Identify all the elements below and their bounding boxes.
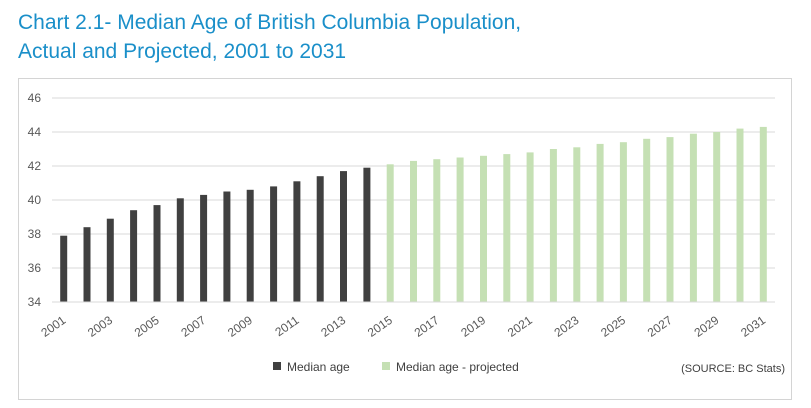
bar-median-age	[340, 171, 347, 302]
bar-median-age-projected	[643, 138, 651, 302]
bar-median-age-projected	[573, 147, 581, 302]
x-tick-label: 2011	[272, 313, 301, 339]
bar-median-age	[153, 205, 161, 302]
bar-median-age-projected	[596, 143, 604, 302]
bar-median-age-projected	[480, 155, 487, 302]
legend-swatch-median-age	[273, 362, 281, 370]
bar-median-age-projected	[619, 142, 627, 302]
legend-label-median-age: Median age	[287, 360, 350, 374]
bar-median-age	[200, 194, 208, 302]
x-tick-label: 2017	[412, 313, 442, 340]
bar-median-age-projected	[503, 154, 511, 302]
bar-median-age-projected	[410, 160, 417, 302]
legend-label-median-age-projected: Median age - projected	[396, 360, 519, 374]
x-tick-label: 2015	[365, 313, 395, 340]
y-tick-label: 40	[28, 193, 42, 207]
bar-median-age-projected	[689, 133, 697, 302]
x-tick-label: 2021	[505, 313, 535, 340]
y-axis-ticks: 34 36 38 40 42 44 46	[28, 91, 42, 309]
bar-median-age	[106, 218, 114, 302]
x-axis-ticks: 2001 2003 2005 2007 2009 2011 2013 2015 2017 2019…	[38, 313, 768, 340]
bar-median-age-projected	[456, 157, 464, 302]
x-tick-label: 2005	[132, 313, 162, 340]
x-tick-label: 2007	[178, 313, 208, 340]
bar-median-age-projected	[526, 152, 534, 302]
y-tick-label: 44	[28, 125, 42, 139]
source-note: (SOURCE: BC Stats)	[681, 363, 785, 375]
bar-median-age	[316, 176, 324, 302]
bar-median-age	[60, 235, 68, 302]
bar-median-age	[130, 210, 138, 302]
x-tick-label: 2029	[692, 313, 722, 340]
y-tick-label: 36	[28, 261, 42, 275]
bar-median-age-projected	[666, 137, 674, 302]
chart-title-line-1: Chart 2.1- Median Age of British Columbi…	[18, 11, 522, 34]
x-tick-label: 2009	[225, 313, 255, 340]
x-tick-label: 2001	[38, 313, 68, 340]
bar-median-age-projected	[549, 149, 557, 302]
bar-median-age	[83, 227, 91, 302]
bars	[60, 126, 767, 303]
bar-median-age-projected	[713, 132, 721, 302]
bar-median-age	[223, 191, 231, 302]
bar-median-age	[363, 167, 371, 302]
y-tick-label: 42	[28, 159, 42, 173]
legend: Median age Median age - projected	[273, 360, 519, 374]
x-tick-label: 2019	[458, 313, 488, 340]
bar-median-age	[176, 198, 184, 302]
x-tick-label: 2031	[738, 313, 768, 340]
chart-frame	[18, 78, 792, 400]
bar-median-age-projected	[386, 164, 394, 302]
x-tick-label: 2025	[598, 313, 628, 340]
y-tick-label: 38	[28, 227, 42, 241]
legend-swatch-median-age-projected	[382, 362, 390, 370]
x-tick-label: 2013	[318, 313, 348, 340]
chart-title: Chart 2.1- Median Age of British Columbi…	[18, 8, 798, 66]
x-tick-label: 2027	[645, 313, 675, 340]
bar-median-age	[293, 181, 301, 302]
bar-median-age	[270, 186, 278, 302]
bar-median-age-projected	[736, 128, 744, 302]
bar-median-age-projected	[759, 126, 767, 303]
y-tick-label: 34	[28, 295, 42, 309]
bar-median-age-projected	[433, 159, 441, 302]
chart-title-line-2: Actual and Projected, 2001 to 2031	[18, 40, 347, 63]
y-tick-label: 46	[28, 91, 42, 105]
bar-median-age	[246, 189, 254, 302]
x-tick-label: 2003	[85, 313, 115, 340]
x-tick-label: 2023	[552, 313, 582, 340]
